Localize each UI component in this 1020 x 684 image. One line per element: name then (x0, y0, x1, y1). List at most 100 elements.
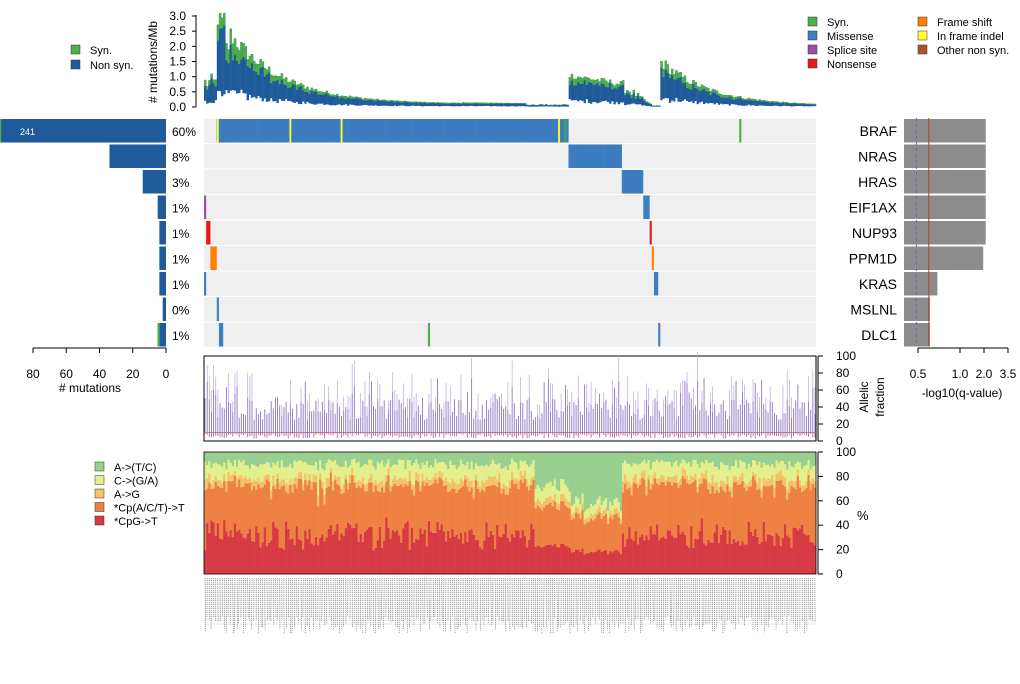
spectrum-bar-segment (525, 464, 529, 480)
spectrum-bar-segment (280, 460, 284, 480)
spectrum-bar-segment (227, 459, 230, 472)
spectrum-bar-segment (240, 533, 243, 574)
spectrum-bar-segment (656, 524, 659, 574)
tmb-nonsyn-bar (805, 103, 808, 107)
spectrum-bar-segment (208, 473, 211, 483)
spectrum-bar-segment (769, 478, 772, 487)
spectrum-bar-segment (611, 519, 614, 553)
spectrum-bar-segment (792, 487, 795, 528)
spectrum-bar-segment (402, 459, 405, 480)
spectrum-bar-segment (607, 518, 610, 524)
spectrum-bar-segment (430, 484, 433, 532)
tmb-nonsyn-bar (468, 102, 471, 106)
tmb-syn-bar (630, 94, 633, 99)
tmb-syn-bar (747, 97, 751, 101)
tmb-nonsyn-bar (517, 103, 520, 107)
tmb-nonsyn-bar (489, 102, 493, 107)
spectrum-bar-segment (621, 533, 625, 574)
spectrum-bar-segment (653, 452, 657, 462)
tmb-nonsyn-bar (430, 102, 433, 107)
spectrum-bar-segment (722, 490, 725, 527)
spectrum-bar-segment (570, 514, 574, 520)
tmb-syn-bar (685, 82, 689, 89)
spectrum-bar-segment (752, 471, 755, 477)
spectrum-bar-segment (775, 460, 778, 474)
spectrum-bar-segment (267, 452, 271, 463)
tmb-nonsyn-bar (344, 96, 348, 105)
spectrum-bar-segment (442, 485, 446, 532)
spectrum-bar-segment (363, 491, 367, 532)
spectrum-bar-segment (536, 545, 540, 574)
sample-label-mark (659, 577, 661, 628)
spectrum-bar-segment (717, 492, 721, 544)
tmb-syn-bar (481, 102, 484, 104)
spectrum-bar-segment (560, 479, 563, 494)
tmb-nonsyn-bar (263, 68, 267, 99)
tmb-nonsyn-bar (423, 101, 426, 107)
spectrum-bar-segment (621, 463, 625, 481)
spectrum-bar-segment (792, 452, 795, 468)
spectrum-bar-segment (494, 464, 497, 476)
spectrum-bar-segment (557, 490, 561, 504)
spectrum-bar-segment (515, 483, 518, 531)
spectrum-bar-segment (730, 497, 734, 544)
tmb-nonsyn-bar (444, 102, 448, 107)
tmb-syn-bar (485, 102, 488, 104)
tmb-nonsyn-bar (491, 102, 495, 107)
tmb-syn-bar (438, 102, 441, 104)
tmb-syn-bar (728, 95, 731, 97)
spectrum-bar-segment (764, 541, 768, 574)
spectrum-bar-segment (504, 494, 508, 525)
tmb-nonsyn-bar (549, 104, 552, 107)
spectrum-bar-segment (400, 452, 403, 460)
spectrum-bar-segment (713, 452, 717, 467)
spectrum-bar-segment (229, 481, 232, 530)
tmb-nonsyn-bar (380, 99, 384, 106)
spectrum-bar-segment (566, 500, 569, 508)
tmb-nonsyn-bar (796, 103, 800, 106)
spectrum-bar-segment (538, 452, 542, 488)
spectrum-bar-segment (613, 499, 616, 509)
spectrum-bar-segment (722, 526, 725, 574)
tmb-nonsyn-bar (385, 99, 388, 106)
tmb-syn-bar (451, 102, 454, 104)
legend-label: A->G (114, 489, 140, 501)
legend-swatch (917, 44, 928, 55)
tmb-syn-bar (274, 75, 277, 82)
tmb-syn-bar (466, 102, 469, 104)
spectrum-bar-segment (536, 452, 540, 485)
spectrum-bar-segment (472, 469, 476, 488)
tmb-syn-bar (594, 79, 597, 85)
tmb-nonsyn-bar (376, 98, 380, 107)
spectrum-bar-segment (534, 488, 537, 502)
spectrum-bar-segment (299, 471, 303, 479)
sample-label-mark (321, 577, 323, 622)
spectrum-bar-segment (809, 541, 812, 574)
spectrum-bar-segment (378, 492, 382, 527)
spectrum-bar-segment (280, 547, 284, 574)
spectrum-bar-segment (308, 473, 311, 481)
spectrum-bar-segment (626, 538, 629, 574)
legend-label: Syn. (827, 17, 849, 29)
spectrum-bar-segment (353, 528, 356, 574)
matrix-mutation-cell (557, 119, 561, 143)
spectrum-bar-segment (668, 461, 672, 477)
spectrum-bar-segment (670, 485, 674, 536)
spectrum-bar-segment (809, 481, 812, 491)
spectrum-bar-segment (628, 452, 631, 465)
spectrum-bar-segment (455, 492, 459, 535)
tmb-nonsyn-bar (670, 68, 674, 101)
spectrum-bar-segment (353, 452, 356, 459)
tmb-nonsyn-bar (378, 100, 382, 106)
spectrum-bar-segment (287, 528, 290, 574)
tmb-y-tick-label: 1.0 (169, 70, 186, 84)
spectrum-bar-segment (406, 452, 409, 460)
spectrum-bar-segment (660, 459, 663, 475)
tmb-syn-bar (487, 102, 490, 104)
tmb-syn-bar (732, 97, 736, 100)
af-y-tick-label: 20 (836, 417, 850, 431)
spectrum-bar-segment (551, 506, 554, 546)
spectrum-bar-segment (577, 508, 580, 515)
spectrum-bar-segment (617, 517, 621, 552)
spectrum-bar-segment (447, 481, 450, 492)
